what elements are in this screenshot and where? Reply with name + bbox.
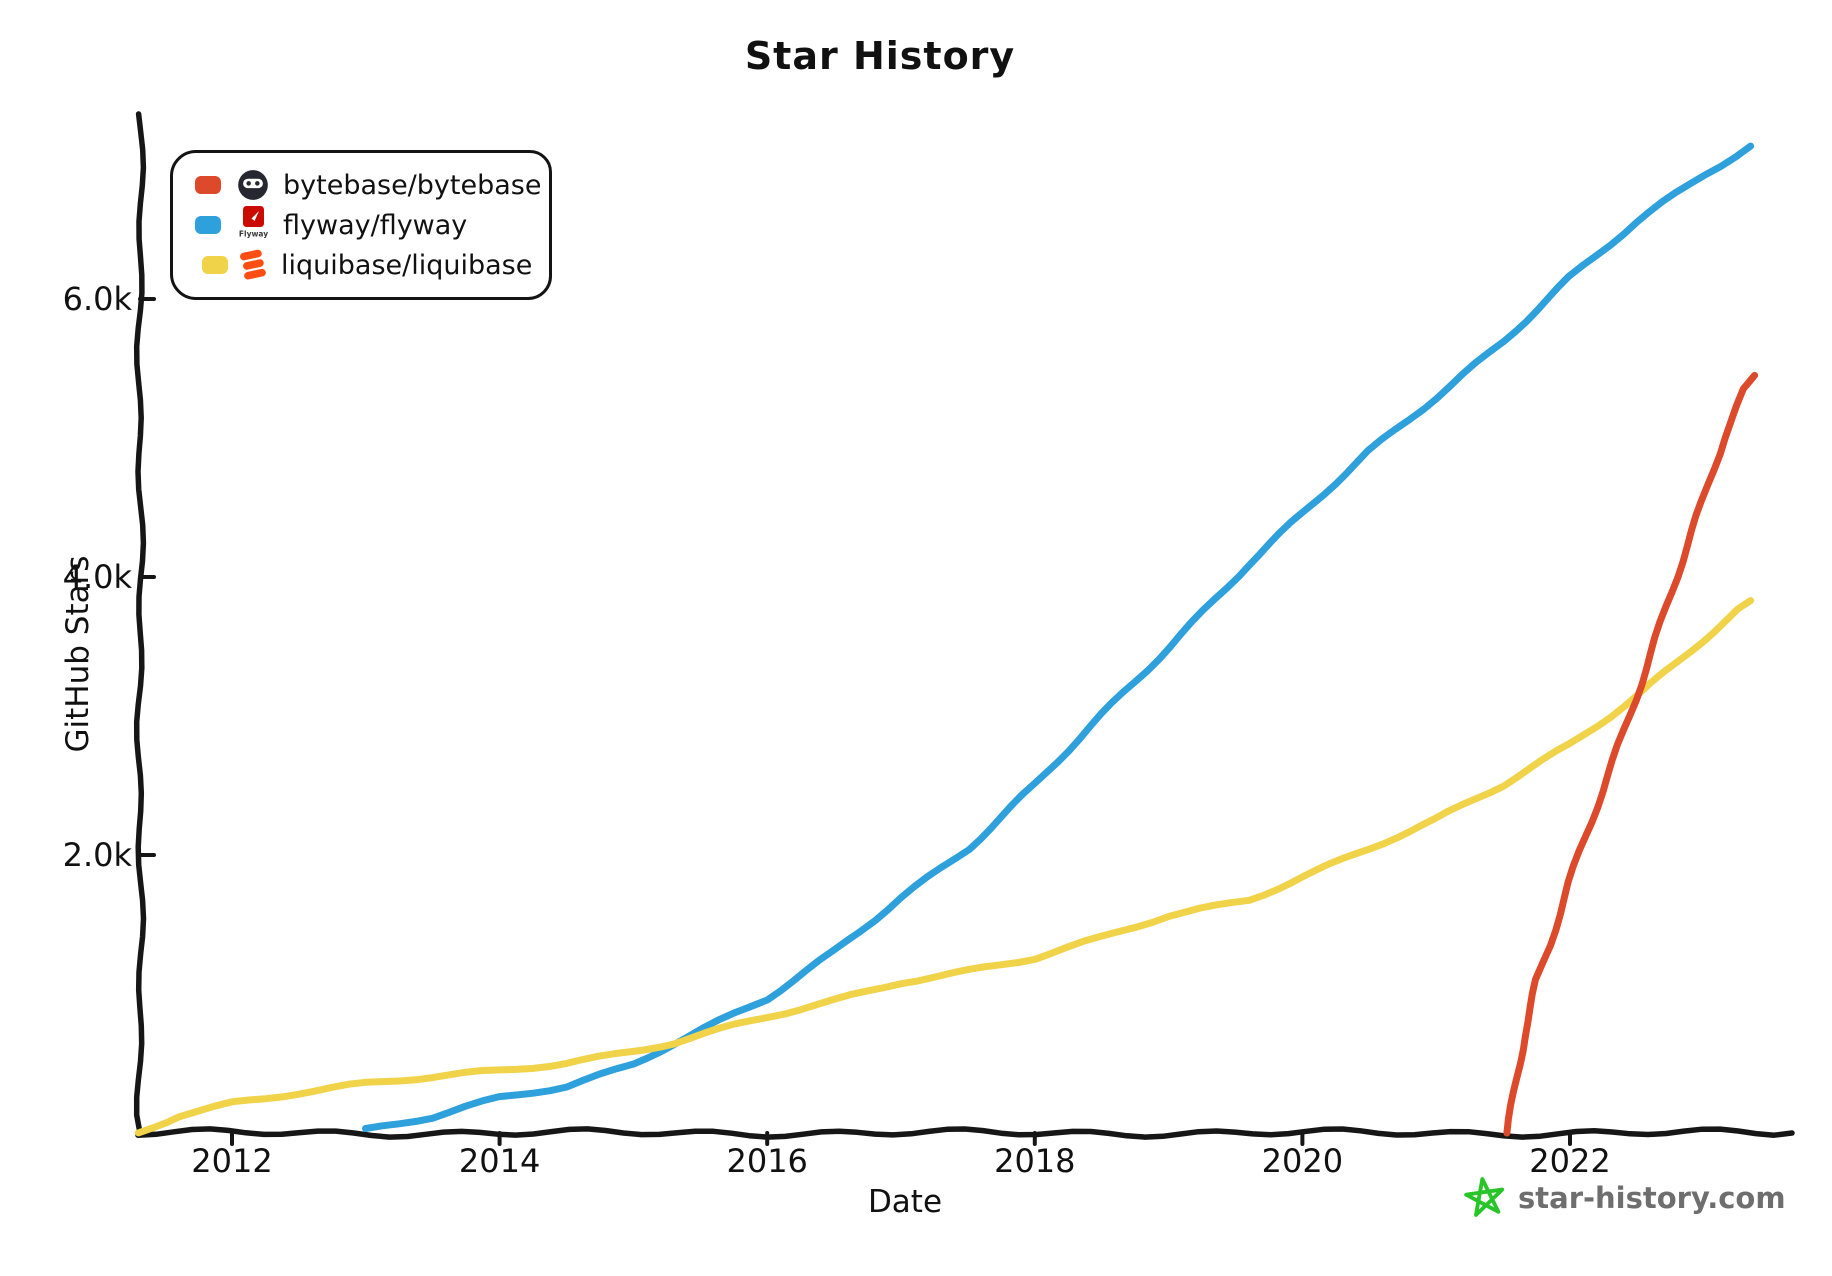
legend-item-label: flyway/flyway — [283, 209, 468, 241]
y-tick-label: 6.0k — [62, 280, 132, 318]
x-tick-label: 2020 — [1261, 1142, 1344, 1180]
liquibase-logo-icon — [233, 245, 273, 285]
x-tick-label: 2022 — [1529, 1142, 1611, 1180]
x-tick-label: 2012 — [191, 1142, 273, 1180]
y-tick-label: 4.0k — [62, 558, 132, 596]
legend-box: bytebase/bytebase Flyway flyway/flyway — [170, 150, 552, 300]
x-axis-line — [135, 1126, 1795, 1140]
star-logo-icon — [1464, 1177, 1505, 1217]
x-tick-label: 2014 — [458, 1142, 541, 1180]
svg-text:Flyway: Flyway — [239, 230, 268, 239]
flyway-logo-icon: Flyway — [233, 205, 273, 245]
page-title: Star History — [744, 34, 1016, 78]
series-line-flyway — [362, 142, 1755, 1132]
series-color-swatch — [195, 216, 221, 234]
series-color-swatch — [202, 256, 228, 274]
bytebase-logo-icon — [233, 165, 273, 205]
x-tick-label: 2018 — [994, 1142, 1076, 1180]
y-axis-line — [133, 111, 147, 1136]
legend-item-label: liquibase/liquibase — [281, 249, 533, 281]
y-axis-label: GitHub Stars — [60, 555, 96, 753]
series-line-bytebase — [1503, 371, 1759, 1137]
x-tick-label: 2016 — [726, 1142, 808, 1180]
series-line-liquibase — [134, 597, 1755, 1137]
series-color-swatch — [195, 176, 221, 194]
legend-item-flyway: Flyway flyway/flyway — [195, 205, 531, 245]
watermark-text: star-history.com — [1518, 1181, 1786, 1215]
liquibase-swatch-wrap — [195, 245, 235, 285]
legend-item-liquibase: liquibase/liquibase — [195, 245, 533, 285]
watermark-link[interactable]: star-history.com — [1462, 1174, 1786, 1222]
legend-item-label: bytebase/bytebase — [283, 169, 542, 201]
y-tick-label: 2.0k — [62, 836, 132, 874]
legend-item-bytebase: bytebase/bytebase — [195, 165, 541, 205]
x-axis-label: Date — [867, 1184, 943, 1220]
